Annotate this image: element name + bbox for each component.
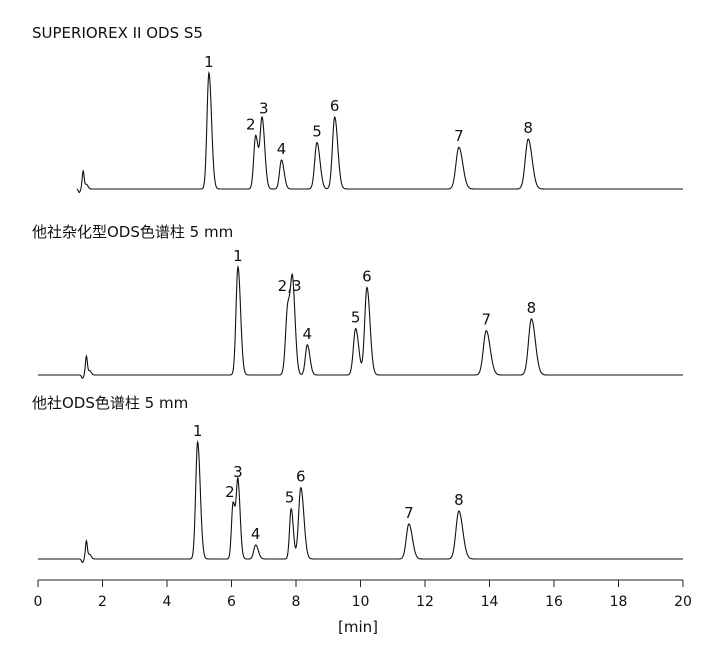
panel-title-hybrid-ods: 他社杂化型ODS色谱柱 5 mm	[32, 223, 234, 241]
chromatogram-traces	[38, 71, 683, 564]
x-tick-label-16: 16	[545, 594, 563, 610]
peak-label-2-4: 5	[351, 309, 361, 327]
peak-label-3-7: 7	[404, 504, 414, 522]
panel-title-other-ods: 他社ODS色谱柱 5 mm	[32, 394, 189, 412]
x-tick-label-8: 8	[292, 594, 301, 610]
peak-label-3-3: 3	[233, 463, 243, 481]
peak-label-2-6: 7	[482, 311, 492, 329]
peak-label-1-7: 7	[454, 127, 464, 145]
peak-label-2-5: 6	[362, 268, 372, 286]
peak-label-1-5: 5	[312, 123, 322, 141]
peak-label-1-6: 6	[330, 97, 340, 115]
x-axis: 0 2 4 6 8 10 12 14 16 18 20	[34, 579, 692, 610]
peak-label-1-8: 8	[523, 119, 533, 137]
x-axis-label: [min]	[338, 618, 378, 636]
x-tick-label-14: 14	[481, 594, 499, 610]
x-tick-label-12: 12	[416, 594, 434, 610]
peak-label-3-4: 4	[251, 525, 261, 543]
x-tick-label-4: 4	[163, 594, 172, 610]
chromatogram-trace-3	[38, 439, 683, 564]
peak-label-2-3: 4	[303, 325, 313, 343]
peak-label-2-7: 8	[527, 299, 537, 317]
peak-label-3-1: 1	[193, 422, 203, 440]
peak-label-1-2: 2	[246, 116, 256, 134]
x-tick-label-20: 20	[674, 594, 692, 610]
x-tick-label-2: 2	[98, 594, 107, 610]
peak-label-1-1: 1	[204, 53, 214, 71]
peak-label-3-8: 8	[454, 491, 464, 509]
peak-label-1-3: 3	[259, 99, 269, 117]
x-tick-label-18: 18	[610, 594, 628, 610]
peak-label-3-6: 6	[296, 468, 306, 486]
peak-label-2-2: 2,3	[278, 277, 302, 295]
peak-label-1-4: 4	[277, 140, 287, 158]
peak-label-3-2: 2	[225, 483, 235, 501]
chromatogram-trace-1	[76, 71, 683, 194]
peak-label-3-5: 5	[285, 489, 295, 507]
chromatogram-trace-2	[38, 265, 683, 379]
x-tick-label-10: 10	[352, 594, 370, 610]
panel-title-superiorex: SUPERIOREX II ODS S5	[32, 24, 203, 42]
x-tick-label-0: 0	[34, 594, 43, 610]
x-tick-label-6: 6	[227, 594, 236, 610]
peak-label-2-1: 1	[233, 247, 243, 265]
